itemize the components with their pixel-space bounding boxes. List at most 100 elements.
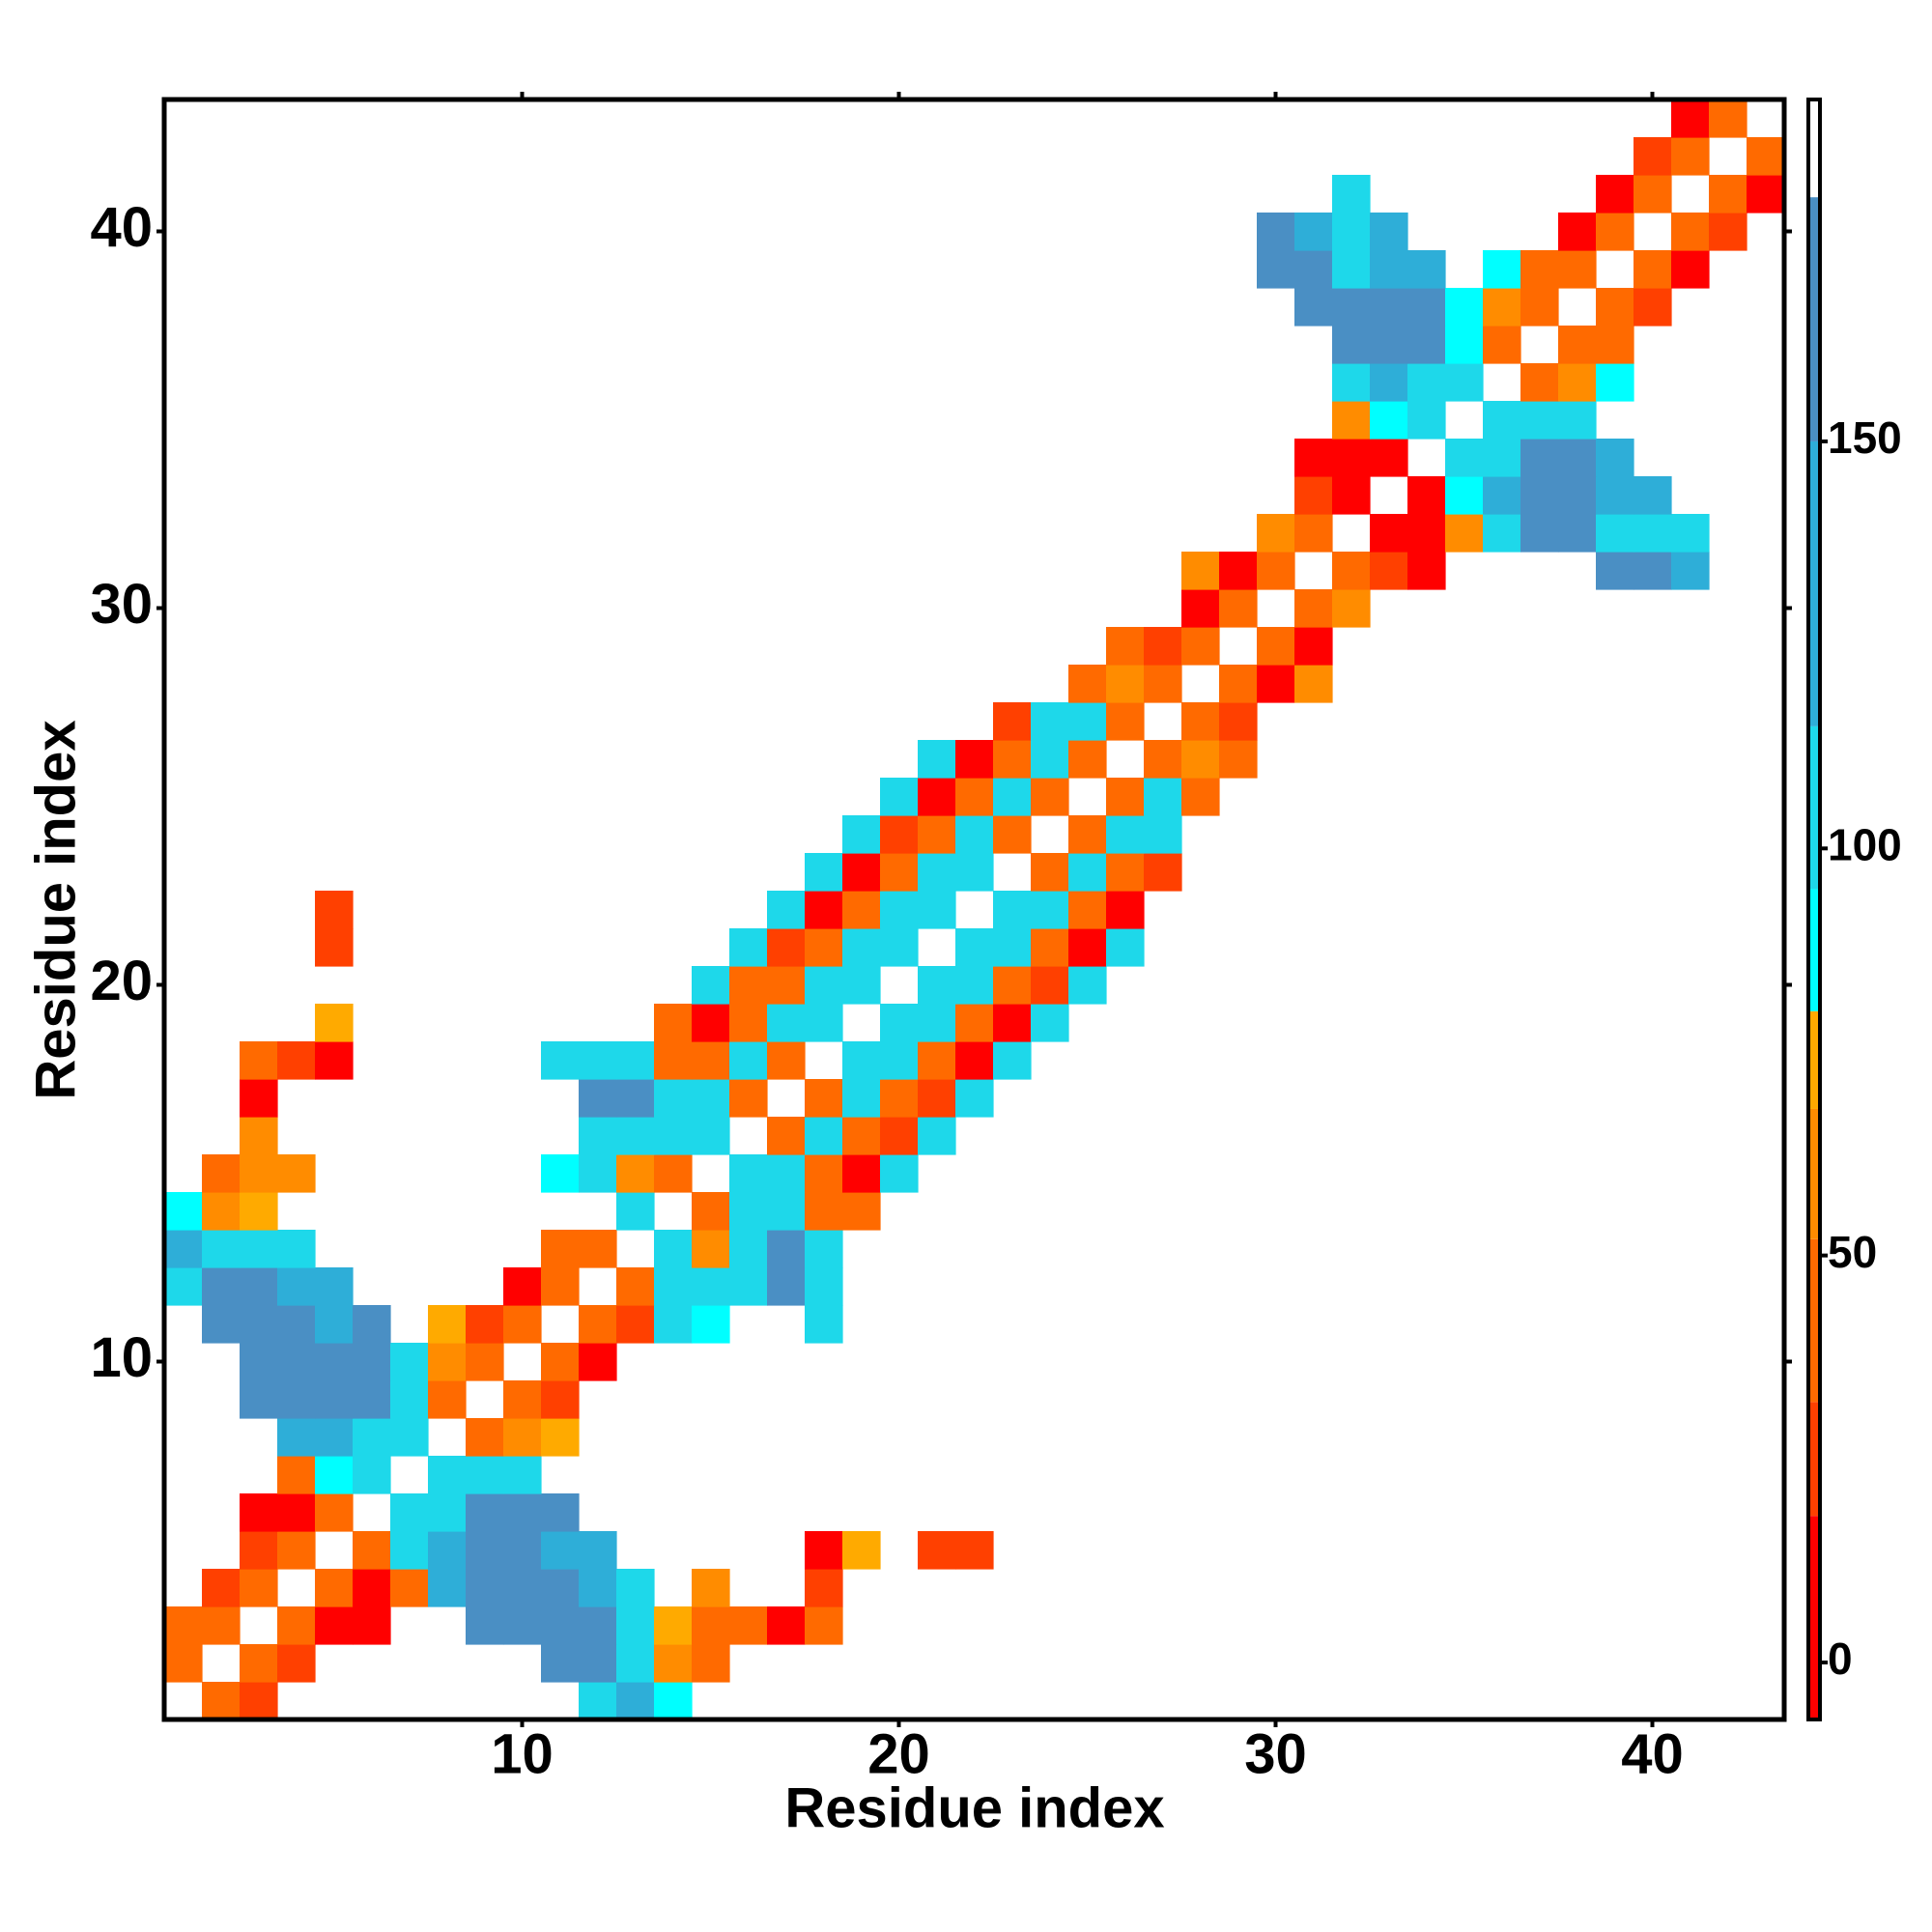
heatmap-cell [390, 1343, 429, 1381]
heatmap-cell [277, 1305, 316, 1344]
heatmap-cell [503, 1305, 542, 1344]
heatmap-cell [805, 853, 843, 892]
heatmap-cell [503, 1569, 542, 1607]
heatmap-cell [315, 1041, 354, 1080]
heatmap-cell [692, 1004, 730, 1042]
heatmap-cell [1031, 1004, 1069, 1042]
heatmap-cell [541, 1267, 580, 1306]
heatmap-cell [315, 891, 354, 929]
heatmap-cell [955, 1079, 994, 1118]
heatmap-cell [616, 1569, 655, 1607]
heatmap-cell [1144, 627, 1182, 666]
y-tick-label: 10 [90, 1326, 153, 1389]
heatmap-cell [616, 1079, 655, 1118]
heatmap-cell [1747, 175, 1785, 213]
heatmap-cell [1294, 250, 1333, 289]
heatmap-cell [240, 1531, 278, 1570]
heatmap-cell [164, 1192, 203, 1231]
colorbar-tick-label: 0 [1828, 1634, 1853, 1684]
heatmap-cell [1332, 552, 1371, 590]
heatmap-cell [1332, 589, 1371, 628]
heatmap-cell [1332, 213, 1371, 251]
heatmap-cell [1596, 213, 1634, 251]
heatmap-cell [1747, 137, 1785, 176]
heatmap-cell [1031, 853, 1069, 892]
heatmap-cell [428, 1456, 467, 1494]
heatmap-cell [1106, 778, 1145, 816]
heatmap-cell [654, 1682, 693, 1720]
heatmap-cell [1257, 552, 1295, 590]
heatmap-cell [654, 1154, 693, 1193]
heatmap-cell [729, 1154, 768, 1193]
heatmap-cell [1558, 476, 1597, 515]
heatmap-cell [503, 1267, 542, 1306]
heatmap-cell [1407, 326, 1446, 364]
heatmap-cell [993, 891, 1032, 929]
heatmap-cell [579, 1041, 617, 1080]
heatmap-cell [1634, 552, 1672, 590]
heatmap-cell [842, 891, 881, 929]
heatmap-cell [1483, 326, 1521, 364]
heatmap-cell [805, 1004, 843, 1042]
heatmap-cell [692, 1192, 730, 1231]
heatmap-cell [202, 1569, 241, 1607]
heatmap-cell [1144, 778, 1182, 816]
x-tick-label: 20 [867, 1722, 930, 1785]
heatmap-cell [692, 1079, 730, 1118]
heatmap-cell [1181, 552, 1220, 590]
heatmap-cell [503, 1456, 542, 1494]
heatmap-cell [240, 1644, 278, 1683]
colorbar-tick-label: 100 [1828, 819, 1902, 869]
heatmap-cell [1634, 250, 1672, 289]
heatmap-cell [164, 1230, 203, 1268]
heatmap-cell [1068, 891, 1107, 929]
colorbar-bin [1808, 725, 1820, 890]
plot-frame [161, 97, 1787, 1722]
heatmap-cell [880, 853, 919, 892]
heatmap-cell [1068, 740, 1107, 779]
heatmap-cell [1068, 665, 1107, 703]
heatmap-cell [993, 815, 1032, 854]
heatmap-cell [240, 1343, 278, 1381]
heatmap-cell [805, 1531, 843, 1570]
heatmap-cell [1634, 476, 1672, 515]
heatmap-cell [541, 1493, 580, 1532]
heatmap-cell [353, 1418, 391, 1457]
heatmap-cell [1558, 514, 1597, 553]
heatmap-cell [277, 1418, 316, 1457]
heatmap-cell [1181, 627, 1220, 666]
heatmap-cell [240, 1267, 278, 1306]
heatmap-cell [918, 1531, 956, 1570]
heatmap-cell [955, 853, 994, 892]
heatmap-cell [1068, 966, 1107, 1005]
heatmap-cell [767, 1606, 806, 1645]
heatmap-cell [654, 1230, 693, 1268]
heatmap-cell [428, 1305, 467, 1344]
heatmap-cell [654, 1644, 693, 1683]
heatmap-cell [767, 1041, 806, 1080]
x-axis-title: Residue index [784, 1776, 1164, 1839]
heatmap-cell [1106, 627, 1145, 666]
heatmap-cell [202, 1154, 241, 1193]
heatmap-cell [654, 1305, 693, 1344]
heatmap-cell [880, 778, 919, 816]
heatmap-cell [616, 1192, 655, 1231]
heatmap-cell [541, 1041, 580, 1080]
heatmap-cell [541, 1380, 580, 1419]
heatmap-cell [277, 1343, 316, 1381]
heatmap-cell [315, 1569, 354, 1607]
heatmap-cell [1483, 250, 1521, 289]
heatmap-cell [315, 928, 354, 967]
heatmap-cell [1219, 702, 1258, 741]
heatmap-cell [428, 1493, 467, 1532]
heatmap-cell [616, 1682, 655, 1720]
heatmap-cell [353, 1569, 391, 1607]
heatmap-cell [616, 1041, 655, 1080]
heatmap-cell [1332, 326, 1371, 364]
heatmap-cell [1407, 288, 1446, 327]
heatmap-cell [1407, 514, 1446, 553]
heatmap-cell [1181, 589, 1220, 628]
heatmap-cell [503, 1606, 542, 1645]
heatmap-cell [1332, 401, 1371, 440]
